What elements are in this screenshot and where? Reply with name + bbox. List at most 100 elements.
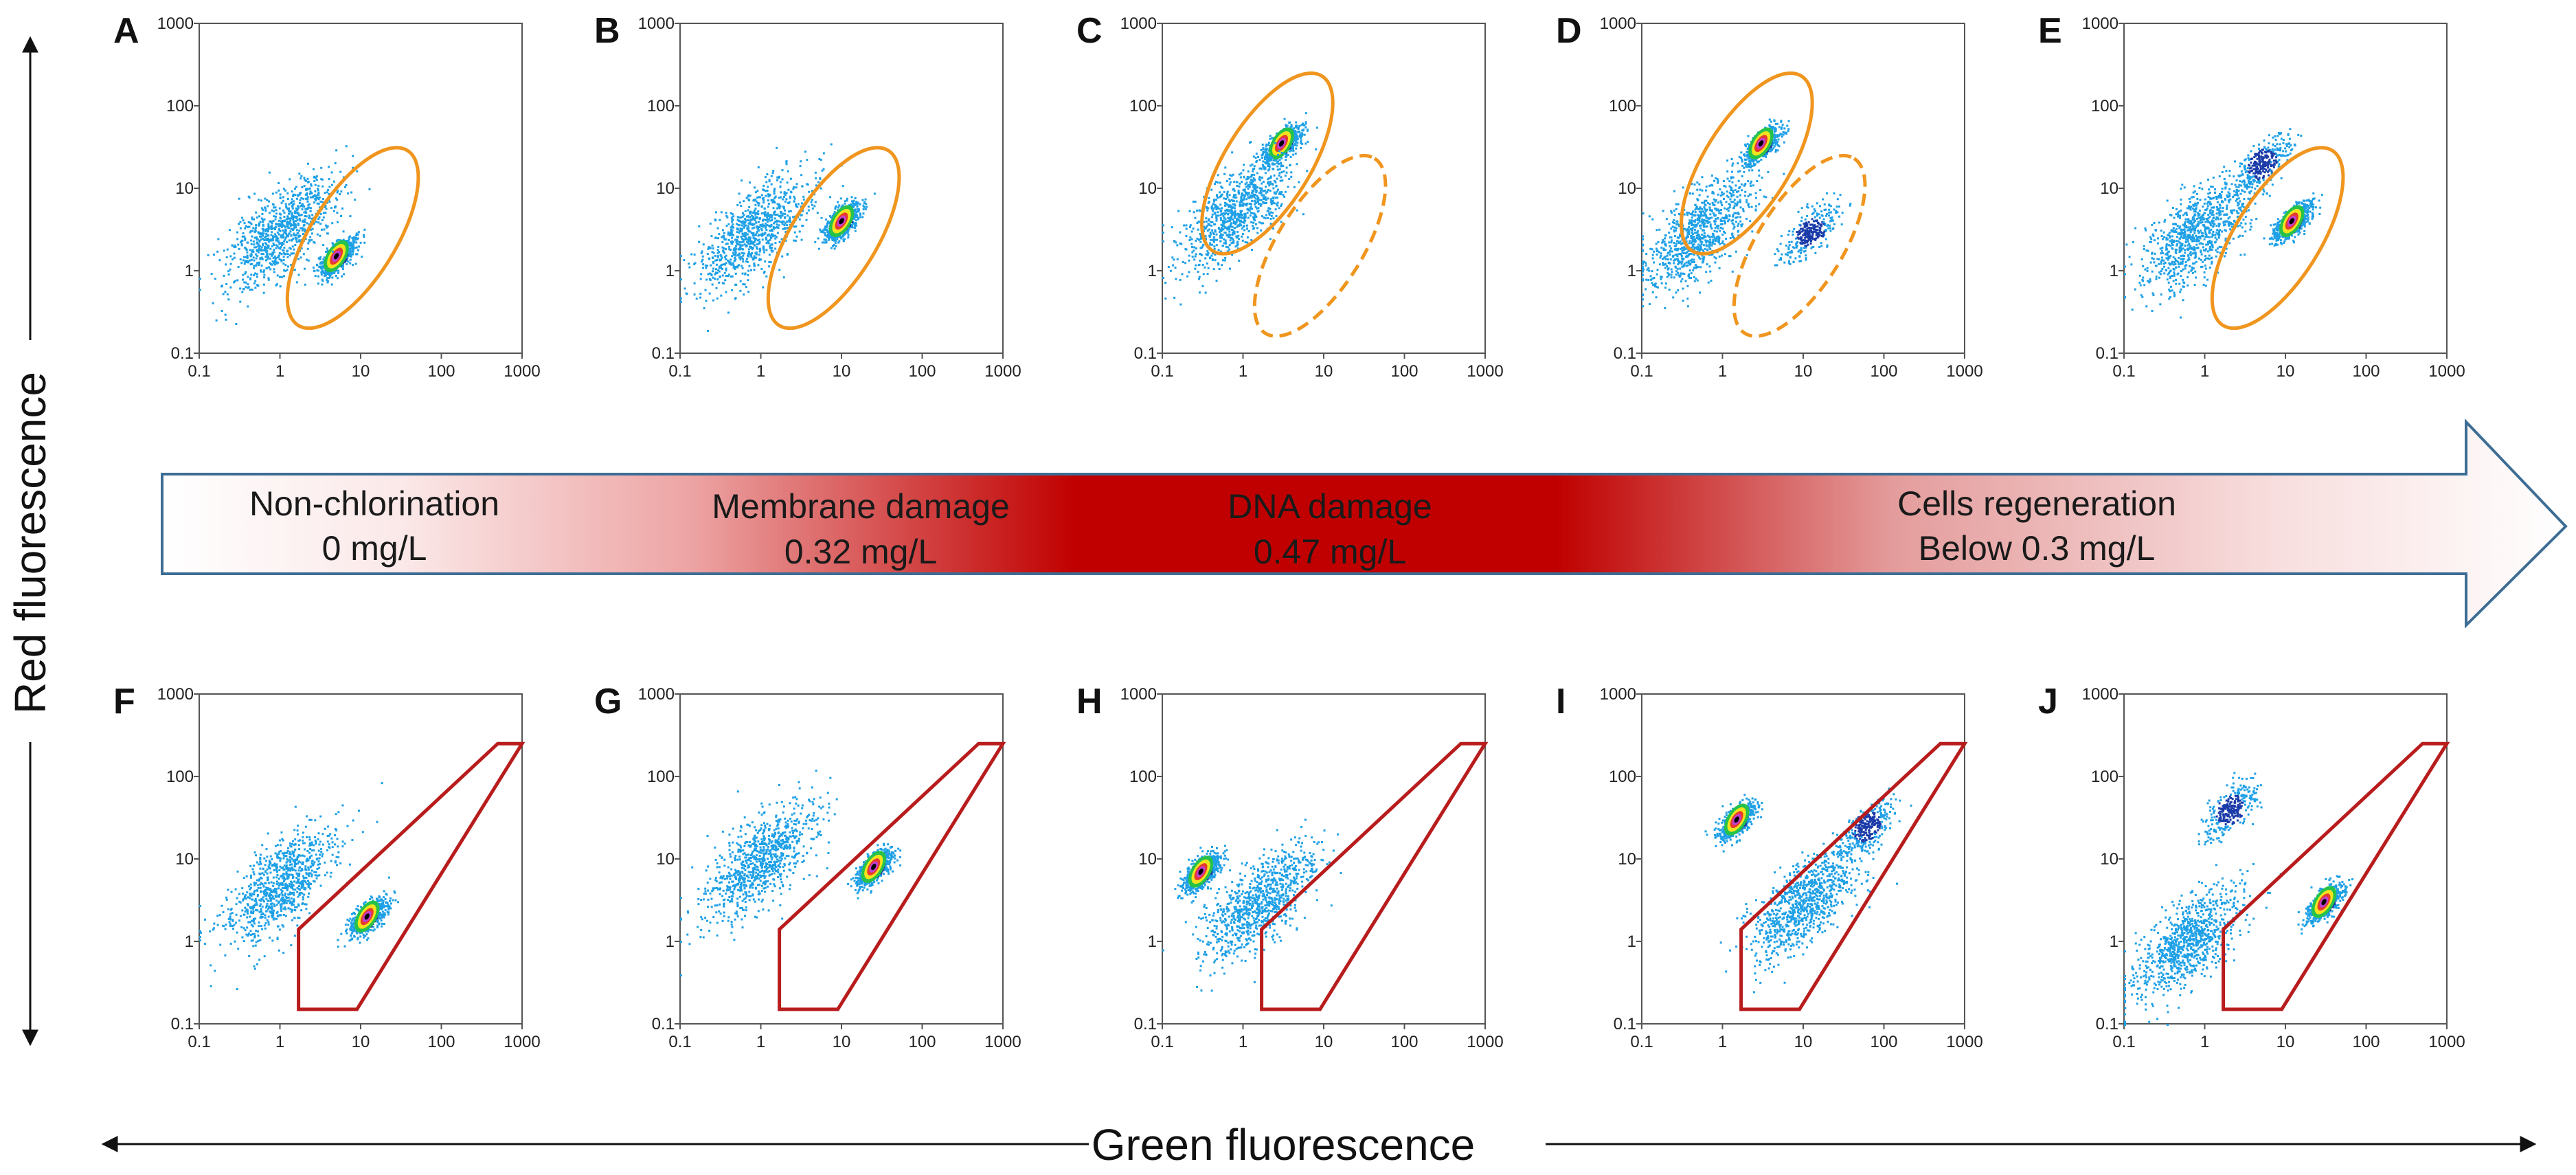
scatter-point <box>288 207 291 210</box>
scatter-point <box>1255 191 1258 194</box>
scatter-point <box>1203 221 1206 223</box>
scatter-point <box>806 159 809 161</box>
scatter-point <box>251 235 253 238</box>
scatter-point <box>343 260 346 263</box>
scatter-point <box>751 248 754 251</box>
scatter-point <box>770 223 773 226</box>
scatter-point <box>725 254 727 257</box>
scatter-point <box>741 221 743 224</box>
scatter-point <box>233 256 236 259</box>
scatter-point <box>270 238 273 240</box>
scatter-point <box>241 239 244 242</box>
scatter-point <box>800 214 803 216</box>
scatter-point <box>258 224 260 227</box>
scatter-point <box>277 223 280 225</box>
scatter-point <box>837 241 840 244</box>
scatter-point <box>1265 143 1268 146</box>
scatter-point <box>351 166 354 169</box>
scatter-point <box>258 235 261 238</box>
scatter-point <box>1245 192 1247 195</box>
scatter-point <box>680 297 682 300</box>
scatter-point <box>237 266 240 269</box>
scatter-point <box>273 260 276 262</box>
scatter-point <box>349 245 352 247</box>
scatter-point <box>1291 146 1294 148</box>
scatter-point <box>292 203 295 206</box>
scatter-point <box>1217 227 1220 230</box>
scatter-point <box>315 221 318 223</box>
scatter-point <box>293 269 296 271</box>
scatter-point <box>795 183 798 186</box>
scatter-point <box>1270 214 1273 217</box>
scatter-point <box>1184 248 1187 251</box>
scatter-point <box>786 254 789 256</box>
scatter-point <box>761 197 764 200</box>
scatter-point <box>848 204 850 207</box>
scatter-point <box>1302 129 1304 132</box>
scatter-point <box>323 228 326 231</box>
scatter-point <box>290 252 293 255</box>
scatter-point <box>1245 178 1248 181</box>
scatter-point <box>254 228 257 231</box>
scatter-point <box>1781 126 1783 129</box>
scatter-point <box>778 177 780 179</box>
scatter-point <box>349 251 352 254</box>
scatter-point <box>320 166 323 169</box>
scatter-point <box>352 238 354 241</box>
scatter-point <box>749 269 752 271</box>
scatter-point <box>1210 233 1212 236</box>
scatter-point <box>1254 215 1257 218</box>
scatter-point <box>789 177 792 180</box>
scatter-point <box>317 275 319 278</box>
scatter-point <box>350 254 352 257</box>
scatter-point <box>1287 154 1289 157</box>
scatter-point <box>256 254 259 257</box>
scatter-point <box>347 192 350 195</box>
scatter-point <box>317 282 319 285</box>
scatter-point <box>1223 238 1225 240</box>
scatter-point <box>1239 216 1241 219</box>
scatter-point <box>334 162 337 165</box>
scatter-point <box>1209 242 1212 245</box>
scatter-point <box>218 259 221 262</box>
scatter-point <box>1208 218 1210 221</box>
scatter-point <box>1252 221 1255 224</box>
scatter-point <box>278 254 280 257</box>
scatter-point <box>774 221 777 223</box>
scatter-point <box>747 236 750 238</box>
scatter-point <box>738 264 741 267</box>
scatter-point <box>215 319 218 322</box>
scatter-point <box>786 181 789 184</box>
scatter-point <box>699 296 702 299</box>
scatter-point <box>1277 188 1280 191</box>
scatter-point <box>1247 230 1250 233</box>
scatter-point <box>732 249 735 251</box>
scatter-point <box>282 275 285 278</box>
scatter-point <box>859 216 861 219</box>
scatter-point <box>278 225 281 227</box>
scatter-point <box>1253 165 1256 168</box>
scatter-point <box>1264 168 1267 170</box>
scatter-point <box>1212 268 1215 271</box>
scatter-point <box>278 276 281 278</box>
scatter-point <box>262 249 264 251</box>
scatter-point <box>199 289 201 291</box>
scatter-point <box>861 199 864 201</box>
scatter-point <box>1245 186 1248 188</box>
scatter-point <box>769 247 771 249</box>
scatter-point <box>762 201 765 204</box>
scatter-point <box>1208 197 1210 199</box>
scatter-point <box>312 196 315 199</box>
scatter-point <box>813 205 816 208</box>
scatter-point <box>1272 187 1275 190</box>
scatter-point <box>847 236 850 239</box>
scatter-point <box>754 257 756 260</box>
scatter-point <box>1177 210 1180 212</box>
scatter-point <box>319 201 322 203</box>
scatter-point <box>253 259 256 262</box>
scatter-point <box>731 289 734 291</box>
scatter-point <box>819 228 822 231</box>
scatter-point <box>319 256 322 258</box>
scatter-point <box>274 218 277 221</box>
scatter-point <box>834 206 837 209</box>
